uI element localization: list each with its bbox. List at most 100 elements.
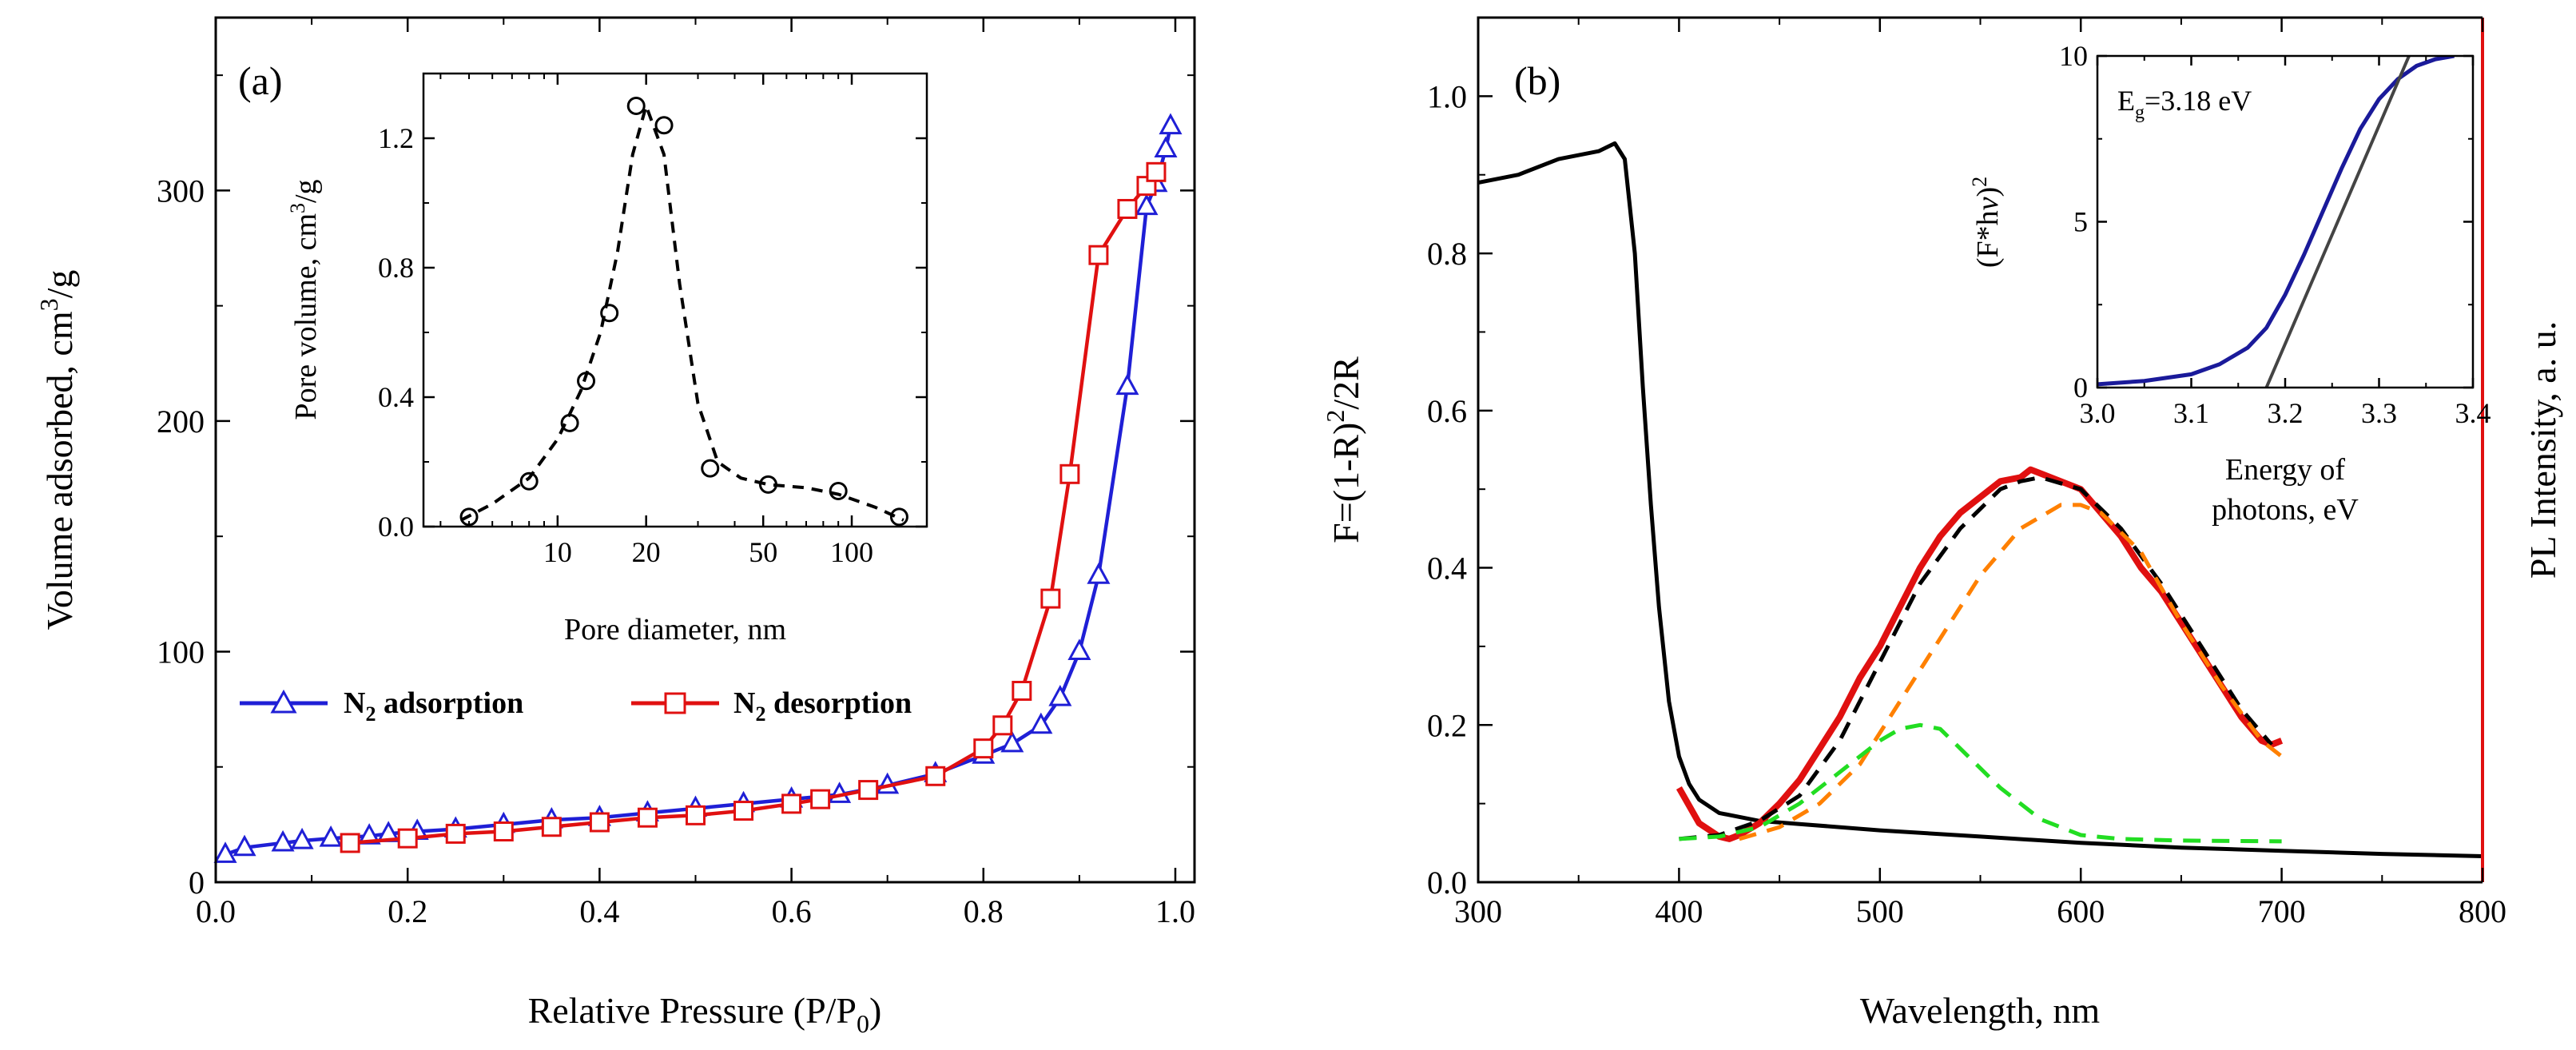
point-adsorption bbox=[1029, 712, 1053, 734]
point-desorption bbox=[397, 828, 418, 849]
inset-a-point bbox=[654, 116, 674, 135]
point-adsorption bbox=[319, 825, 343, 847]
panel-b-x-tick-label: 800 bbox=[2459, 893, 2506, 929]
inset-a-y-axis-label: Pore volume, cm3/g bbox=[286, 179, 323, 420]
inset-a-x-tick-label: 10 bbox=[543, 536, 572, 568]
point-desorption bbox=[992, 715, 1013, 736]
point-adsorption bbox=[1087, 563, 1111, 584]
inset-a-point bbox=[829, 481, 848, 500]
panel-b-label: (b) bbox=[1514, 58, 1560, 103]
inset-a-y-tick-label: 0.0 bbox=[378, 511, 414, 543]
inset-a-axes-frame bbox=[422, 72, 928, 528]
point-desorption bbox=[1059, 463, 1080, 484]
inset-a-x-tick-label: 20 bbox=[632, 536, 661, 568]
panel-a-x-tick-label: 1.0 bbox=[1155, 893, 1195, 929]
panel-b-x-axis-label: Wavelength, nm bbox=[1860, 990, 2101, 1031]
point-desorption bbox=[541, 817, 562, 837]
point-desorption bbox=[925, 766, 946, 786]
inset-a-point bbox=[626, 97, 646, 115]
point-adsorption bbox=[1048, 685, 1072, 706]
inset-b-annotation: Eg=3.18 eV bbox=[2117, 85, 2252, 123]
panel-b-right-axis-label: PL Intensity, a. u. bbox=[2522, 321, 2563, 579]
point-desorption bbox=[685, 805, 706, 825]
inset-b-x-tick-label: 3.1 bbox=[2173, 397, 2209, 429]
point-desorption bbox=[810, 789, 831, 809]
point-desorption bbox=[1088, 245, 1109, 265]
inset-a-point bbox=[701, 459, 720, 478]
panel-a-y-tick-label: 0 bbox=[189, 865, 205, 901]
legend-desorption-label: N2 desorption bbox=[733, 686, 912, 726]
point-desorption bbox=[1040, 588, 1061, 609]
panel-a-y-tick-label: 100 bbox=[157, 634, 205, 670]
inset-a-point bbox=[577, 372, 596, 391]
point-adsorption bbox=[1154, 136, 1178, 157]
panel-b-y-tick-label: 1.0 bbox=[1427, 78, 1467, 114]
inset-b-tangent-line bbox=[2264, 56, 2411, 388]
inset-b-x-tick-label: 3.0 bbox=[2080, 397, 2116, 429]
panel-b-chart: 300 400 500 600 700 800 0.0 0.2 0.4 0.6 0.8 1.0 (b)… bbox=[1321, 16, 2563, 1031]
panel-a-x-axis-label: Relative Pressure (P/P0) bbox=[528, 990, 882, 1038]
panel-b-x-tick-label: 500 bbox=[1856, 893, 1904, 929]
inset-a-point bbox=[758, 475, 777, 494]
point-adsorption bbox=[233, 834, 256, 857]
legend-adsorption-marker bbox=[270, 689, 297, 714]
inset-b-y-axis-label: (F*hν)2 bbox=[1968, 177, 2005, 268]
panel-b-y-tick-label: 0.0 bbox=[1427, 865, 1467, 901]
panel-b-x-tick-label: 600 bbox=[2057, 893, 2105, 929]
point-adsorption bbox=[290, 827, 314, 849]
point-desorption bbox=[781, 793, 802, 814]
inset-a-y-tick-label: 0.4 bbox=[378, 381, 414, 413]
legend-adsorption-label: N2 adsorption bbox=[344, 686, 523, 726]
inset-a-point bbox=[600, 304, 619, 323]
panel-a-x-tick-label: 0.0 bbox=[196, 893, 236, 929]
panel-a-x-tick-label: 0.4 bbox=[579, 893, 619, 929]
inset-a-point bbox=[519, 471, 539, 491]
inset-b-y-tick-label: 0 bbox=[2073, 372, 2088, 404]
point-desorption bbox=[858, 780, 879, 801]
inset-a-point bbox=[889, 507, 908, 527]
legend-desorption-marker bbox=[664, 692, 686, 714]
point-desorption bbox=[1012, 681, 1032, 702]
point-desorption bbox=[445, 823, 466, 844]
inset-b-x-tick-label: 3.2 bbox=[2268, 397, 2304, 429]
point-adsorption bbox=[1000, 730, 1024, 753]
panel-a-x-tick-label: 0.2 bbox=[388, 893, 427, 929]
pl-fit-green-curve bbox=[1679, 722, 2282, 844]
absorbance-curve bbox=[1477, 141, 2483, 858]
inset-b-x-axis-label-line1: Energy of bbox=[2225, 453, 2346, 487]
panel-b-y-tick-label: 0.2 bbox=[1427, 707, 1467, 743]
inset-a-x-tick-label: 50 bbox=[749, 536, 777, 568]
point-desorption bbox=[1146, 161, 1167, 182]
inset-a-fit-curve bbox=[460, 100, 904, 522]
inset-b-x-tick-label: 3.3 bbox=[2361, 397, 2397, 429]
panel-a-y-tick-label: 200 bbox=[157, 404, 205, 439]
panel-b-axes-frame bbox=[1477, 16, 2483, 884]
panel-b-y-axis-label: F=(1-R)2/2R bbox=[1321, 356, 1366, 543]
point-desorption bbox=[637, 807, 658, 828]
panel-b-x-tick-label: 400 bbox=[1655, 893, 1703, 929]
point-adsorption bbox=[271, 829, 295, 852]
panel-b-x-tick-label: 700 bbox=[2258, 893, 2306, 929]
panel-a-legend: N2 adsorption N2 desorption bbox=[240, 686, 912, 726]
panel-a-x-tick-label: 0.6 bbox=[772, 893, 812, 929]
series-desorption-line bbox=[349, 171, 1158, 845]
point-adsorption bbox=[1135, 193, 1159, 216]
inset-a-x-axis-label: Pore diameter, nm bbox=[564, 613, 786, 646]
point-adsorption bbox=[1115, 373, 1139, 396]
inset-a-point bbox=[560, 413, 579, 432]
panel-b-y-tick-label: 0.6 bbox=[1427, 393, 1467, 429]
point-desorption bbox=[589, 812, 610, 833]
panel-a-y-axis-label: Volume adsorbed, cm3/g bbox=[34, 270, 80, 630]
point-adsorption bbox=[357, 823, 381, 845]
legend-adsorption-entry: N2 adsorption bbox=[240, 686, 523, 726]
inset-b-x-axis-label-line2: photons, eV bbox=[2212, 493, 2359, 527]
panel-a-axes-frame bbox=[214, 16, 1196, 884]
legend-desorption-entry: N2 desorption bbox=[631, 686, 912, 726]
pl-fit-sum-curve bbox=[1679, 475, 2273, 841]
point-desorption bbox=[493, 821, 514, 842]
point-adsorption bbox=[1067, 638, 1091, 660]
panel-b-x-tick-label: 300 bbox=[1454, 893, 1502, 929]
point-desorption bbox=[1117, 198, 1138, 219]
